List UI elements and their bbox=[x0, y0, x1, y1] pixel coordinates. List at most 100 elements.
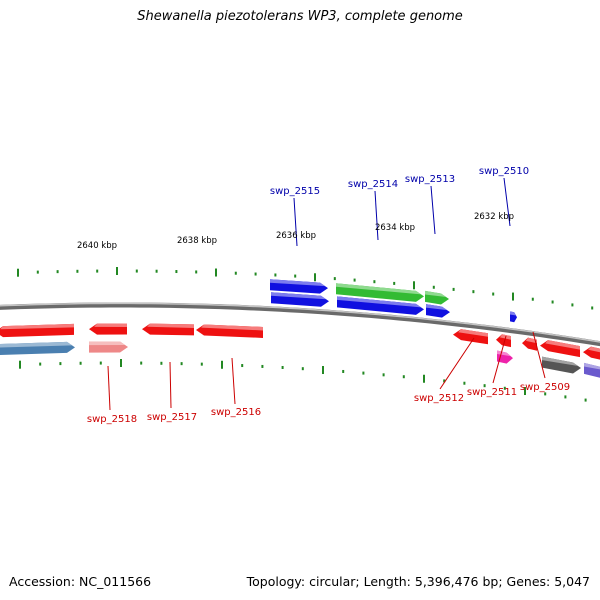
leader-line bbox=[293, 197, 298, 247]
gene-arrow-shine bbox=[336, 283, 422, 295]
inner-tick bbox=[19, 360, 21, 369]
inner-tick bbox=[99, 361, 102, 365]
labels: 2640 kbp 2638 kbp 2636 kbp 2634 kbp 2632… bbox=[77, 166, 570, 425]
outer-tick bbox=[531, 297, 534, 301]
outer-tick bbox=[314, 273, 316, 282]
genome-backbone bbox=[0, 302, 600, 347]
gene-arrow-shine bbox=[270, 279, 326, 287]
outer-tick bbox=[393, 281, 396, 285]
outer-tick bbox=[571, 303, 574, 307]
inner-tick bbox=[443, 379, 446, 383]
inner-tick bbox=[564, 395, 567, 399]
outer-tick bbox=[135, 269, 138, 273]
gene-label-swp-2518[interactable]: swp_2518 bbox=[87, 414, 137, 425]
gene-label-swp-2510[interactable]: swp_2510 bbox=[479, 166, 529, 177]
map-title: Shewanella piezotolerans WP3, complete g… bbox=[137, 9, 463, 24]
inner-tick bbox=[423, 374, 425, 383]
inner-tick bbox=[221, 360, 223, 369]
inner-tick bbox=[362, 371, 365, 375]
leader-line bbox=[503, 177, 511, 227]
outer-tick bbox=[76, 269, 79, 273]
gene-label-swp-2512[interactable]: swp_2512 bbox=[414, 393, 464, 404]
inner-tick bbox=[584, 398, 587, 402]
inner-tick bbox=[39, 362, 42, 366]
inner-tick bbox=[79, 361, 82, 365]
inner-tick bbox=[503, 386, 506, 390]
inner-tick bbox=[483, 384, 486, 388]
inner-tick bbox=[402, 375, 405, 379]
outer-tick bbox=[254, 272, 257, 276]
gene-arrow-shine bbox=[510, 311, 517, 316]
kbp-label-2638: 2638 kbp bbox=[177, 236, 217, 246]
outer-tick bbox=[294, 274, 297, 278]
gene-label-swp-2514[interactable]: swp_2514 bbox=[348, 179, 398, 190]
leader-line bbox=[532, 331, 546, 379]
leader-line bbox=[430, 185, 436, 235]
outer-tick bbox=[175, 270, 178, 274]
outer-tick bbox=[333, 277, 336, 281]
gene-arrow-shine bbox=[0, 323, 75, 330]
outer-tick bbox=[195, 270, 198, 274]
inner-tick bbox=[463, 381, 466, 385]
inner-tick bbox=[322, 366, 324, 375]
outer-tick bbox=[512, 292, 514, 301]
backbone-highlight bbox=[0, 302, 600, 343]
gene-label-swp-2509[interactable]: swp_2509 bbox=[520, 382, 570, 393]
kbp-label-2640: 2640 kbp bbox=[77, 241, 117, 251]
gene-arrow-shine bbox=[89, 341, 126, 346]
gene-arrow-shine bbox=[337, 296, 422, 308]
inner-tick bbox=[261, 364, 264, 368]
gene-label-swp-2516[interactable]: swp_2516 bbox=[211, 407, 261, 418]
outer-tick bbox=[215, 268, 217, 277]
outer-tick bbox=[413, 281, 415, 290]
outer-tick bbox=[551, 300, 554, 304]
outer-tick bbox=[56, 270, 59, 274]
gene-label-swp-2511[interactable]: swp_2511 bbox=[467, 387, 517, 398]
inner-tick bbox=[160, 361, 163, 365]
leader-line bbox=[107, 365, 111, 411]
backbone-core bbox=[0, 302, 600, 347]
gene-arrow-shine bbox=[497, 350, 511, 357]
outer-tick bbox=[452, 287, 455, 291]
outer-tick bbox=[116, 267, 118, 276]
gene-label-swp-2515[interactable]: swp_2515 bbox=[270, 186, 320, 197]
gene-label-swp-2513[interactable]: swp_2513 bbox=[405, 174, 455, 185]
label-leaders bbox=[107, 177, 546, 411]
gene-arrow-shine bbox=[147, 323, 194, 328]
leader-line bbox=[439, 337, 475, 390]
outer-tick bbox=[17, 268, 19, 277]
gene-arrow-shine bbox=[588, 346, 600, 353]
gene-arrow-shine bbox=[201, 324, 263, 331]
outer-tick bbox=[96, 269, 99, 273]
gene-arrow-shine bbox=[271, 292, 327, 300]
inner-tick bbox=[59, 362, 62, 366]
outer-tick bbox=[234, 271, 237, 275]
outer-tick bbox=[155, 269, 158, 273]
gene-arrow-shine bbox=[426, 304, 448, 311]
inner-tick bbox=[180, 362, 183, 366]
gene-arrow-shine bbox=[542, 356, 579, 366]
outer-tick bbox=[373, 280, 376, 284]
outer-tick bbox=[432, 285, 435, 289]
outer-tick bbox=[274, 273, 277, 277]
inner-tick bbox=[524, 387, 526, 396]
gene-arrow-shine bbox=[0, 341, 73, 348]
gene-label-swp-2517[interactable]: swp_2517 bbox=[147, 412, 197, 423]
outer-tick bbox=[353, 278, 356, 282]
inner-tick bbox=[544, 392, 547, 396]
leader-line bbox=[374, 190, 379, 241]
gene-arrow-shine bbox=[425, 290, 447, 297]
accession-text: Accession: NC_011566 bbox=[9, 574, 152, 589]
gene-arrow-shine bbox=[458, 329, 488, 337]
leader-line bbox=[492, 335, 507, 384]
outer-tick bbox=[591, 306, 594, 310]
gene-arrow-shine bbox=[584, 362, 600, 370]
gene-features bbox=[0, 279, 600, 378]
kbp-label-2634: 2634 kbp bbox=[375, 223, 415, 233]
gene-arrow-shine bbox=[525, 337, 537, 344]
leader-line bbox=[169, 361, 172, 409]
outer-tick bbox=[472, 290, 475, 294]
kbp-label-2636: 2636 kbp bbox=[276, 231, 316, 241]
gene-arrow-shine bbox=[545, 340, 580, 350]
